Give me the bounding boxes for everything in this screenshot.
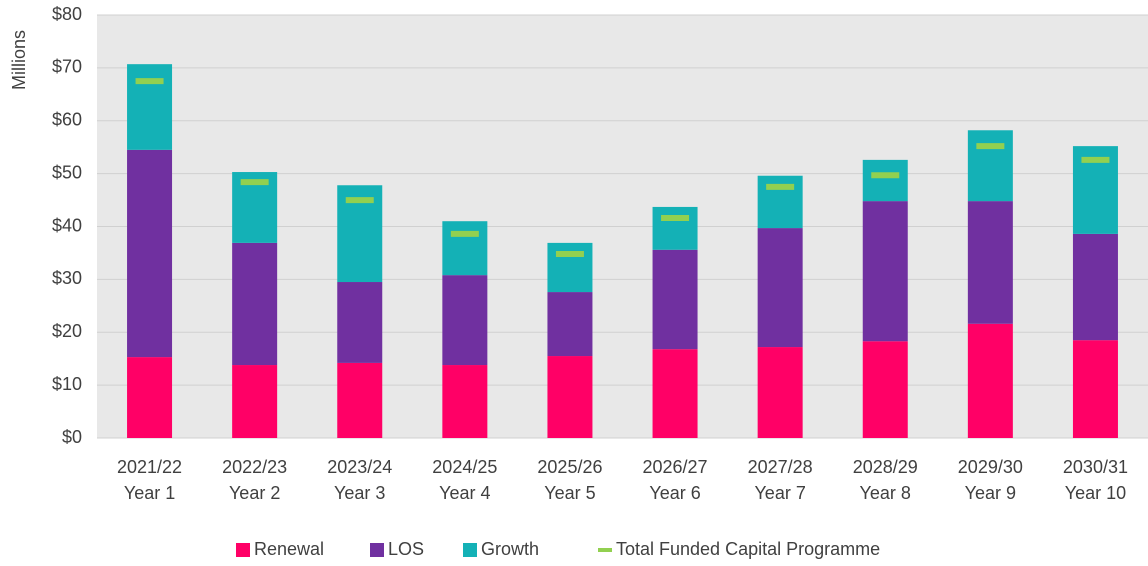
bar-segment xyxy=(757,228,803,348)
x-tick-label: Year 3 xyxy=(334,483,385,503)
bar-segment xyxy=(967,323,1013,438)
legend-label: Renewal xyxy=(254,539,324,559)
bar-segment xyxy=(337,362,383,438)
x-tick-label: 2028/29 xyxy=(853,457,918,477)
bar-segment xyxy=(337,282,383,363)
bar-segment xyxy=(652,249,698,350)
x-tick-label: 2030/31 xyxy=(1063,457,1128,477)
bar-segment xyxy=(862,341,908,438)
bar-segment xyxy=(442,221,488,276)
x-tick-label: Year 7 xyxy=(754,483,805,503)
y-tick-label: $0 xyxy=(62,427,82,447)
legend-swatch xyxy=(236,543,250,557)
bar-segment xyxy=(967,130,1013,202)
bar-segment xyxy=(547,242,593,293)
bar-segment xyxy=(442,365,488,438)
bar-segment xyxy=(547,356,593,438)
x-tick-label: 2024/25 xyxy=(432,457,497,477)
x-tick-label: 2025/26 xyxy=(537,457,602,477)
bar-segment xyxy=(967,201,1013,324)
bar-segment xyxy=(442,275,488,366)
legend-label: Total Funded Capital Programme xyxy=(616,539,880,559)
y-tick-label: $80 xyxy=(52,4,82,24)
x-tick-label: Year 9 xyxy=(965,483,1016,503)
x-tick-label: 2022/23 xyxy=(222,457,287,477)
x-tick-label: 2021/22 xyxy=(117,457,182,477)
bar-segment xyxy=(127,64,173,150)
y-tick-label: $30 xyxy=(52,268,82,288)
bar-segment xyxy=(757,175,803,229)
legend-label: LOS xyxy=(388,539,424,559)
y-tick-label: $40 xyxy=(52,215,82,235)
x-tick-label: Year 10 xyxy=(1065,483,1126,503)
x-tick-label: 2027/28 xyxy=(748,457,813,477)
bar-segment xyxy=(547,292,593,357)
legend-swatch xyxy=(370,543,384,557)
y-tick-label: $20 xyxy=(52,321,82,341)
y-tick-label: $50 xyxy=(52,162,82,182)
y-tick-label: $60 xyxy=(52,110,82,130)
bar-segment xyxy=(127,357,173,438)
y-axis-label: Millions xyxy=(9,30,29,90)
legend-swatch xyxy=(463,543,477,557)
bar-segment xyxy=(652,206,698,250)
x-tick-label: Year 5 xyxy=(544,483,595,503)
x-tick-label: Year 6 xyxy=(649,483,700,503)
x-tick-label: 2029/30 xyxy=(958,457,1023,477)
x-tick-label: 2026/27 xyxy=(643,457,708,477)
x-tick-label: Year 1 xyxy=(124,483,175,503)
x-tick-label: 2023/24 xyxy=(327,457,392,477)
y-tick-label: $70 xyxy=(52,57,82,77)
y-tick-label: $10 xyxy=(52,374,82,394)
bar-segment xyxy=(127,149,173,358)
legend-label: Growth xyxy=(481,539,539,559)
bar-segment xyxy=(232,365,278,438)
bar-segment xyxy=(862,159,908,202)
bar-segment xyxy=(757,347,803,438)
bar-segment xyxy=(862,201,908,342)
x-tick-label: Year 4 xyxy=(439,483,490,503)
bar-segment xyxy=(1072,233,1118,341)
x-tick-label: Year 8 xyxy=(860,483,911,503)
x-tick-label: Year 2 xyxy=(229,483,280,503)
bar-segment xyxy=(1072,340,1118,438)
bar-segment xyxy=(232,242,278,366)
bar-segment xyxy=(652,349,698,438)
